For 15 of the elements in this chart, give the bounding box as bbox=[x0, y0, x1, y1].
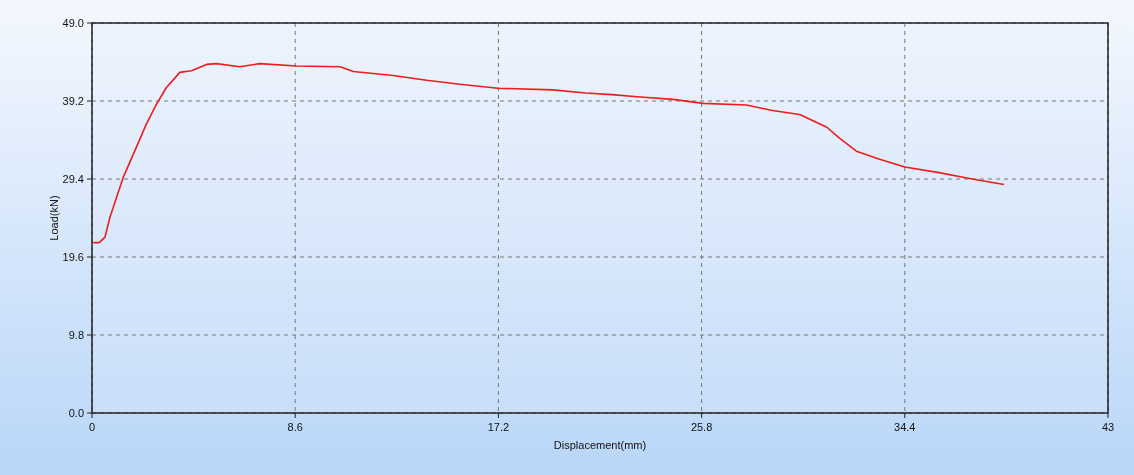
x-tick-label: 25.8 bbox=[690, 421, 713, 433]
x-tick-label: 43 bbox=[1101, 421, 1115, 433]
x-axis-title: Displacement(mm) bbox=[553, 439, 647, 451]
y-tick-label: 39.2 bbox=[62, 95, 84, 107]
line-series bbox=[92, 62, 1005, 244]
y-tick-label: 0.0 bbox=[68, 407, 84, 419]
y-axis-title: Load(kN) bbox=[48, 195, 60, 241]
y-tick-label: 49.0 bbox=[62, 17, 84, 29]
x-tick-label: 0 bbox=[88, 421, 96, 433]
x-tick-label: 34.4 bbox=[894, 421, 916, 433]
y-tick-label: 9.8 bbox=[68, 329, 84, 341]
x-tick-label: 17.2 bbox=[487, 421, 510, 433]
y-tick-label: 29.4 bbox=[62, 173, 84, 185]
y-tick-label: 19.6 bbox=[62, 251, 84, 263]
x-tick-label: 8.6 bbox=[287, 421, 303, 433]
